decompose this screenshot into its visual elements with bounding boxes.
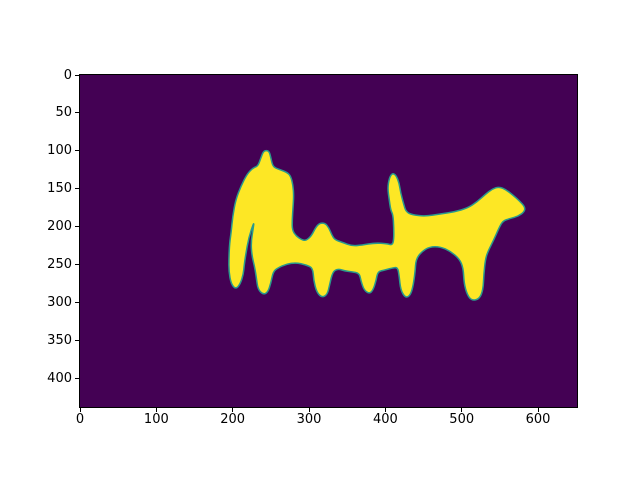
x-tick-label: 0 (75, 412, 85, 427)
x-tick-mark (308, 408, 310, 412)
x-tick-label: 100 (143, 412, 169, 427)
y-tick-label: 150 (47, 181, 72, 197)
x-tick-mark (384, 408, 386, 412)
x-tick-label: 300 (296, 412, 322, 427)
y-tick-mark (75, 74, 79, 76)
y-tick-label: 250 (47, 257, 72, 273)
x-tick-label: 500 (449, 412, 475, 427)
y-tick-mark (75, 264, 79, 266)
y-tick-label: 100 (47, 143, 72, 159)
y-tick-label: 50 (55, 105, 72, 121)
x-tick-mark (461, 408, 463, 412)
x-tick-label: 400 (372, 412, 398, 427)
mask-image (228, 149, 526, 301)
y-tick-mark (75, 226, 79, 228)
y-tick-mark (75, 378, 79, 380)
y-tick-label: 300 (47, 295, 72, 311)
y-tick-mark (75, 150, 79, 152)
y-tick-mark (75, 302, 79, 304)
mask-silhouette (228, 149, 526, 301)
x-tick-mark (79, 408, 81, 412)
y-tick-mark (75, 340, 79, 342)
y-tick-label: 350 (47, 333, 72, 349)
y-tick-label: 200 (47, 219, 72, 235)
y-tick-label: 0 (63, 67, 72, 83)
x-tick-label: 600 (525, 412, 551, 427)
x-tick-mark (537, 408, 539, 412)
x-tick-mark (155, 408, 157, 412)
y-tick-mark (75, 112, 79, 114)
x-tick-mark (232, 408, 234, 412)
plot-area (79, 74, 578, 408)
x-tick-label: 200 (220, 412, 246, 427)
y-tick-label: 400 (47, 371, 72, 387)
y-tick-mark (75, 188, 79, 190)
